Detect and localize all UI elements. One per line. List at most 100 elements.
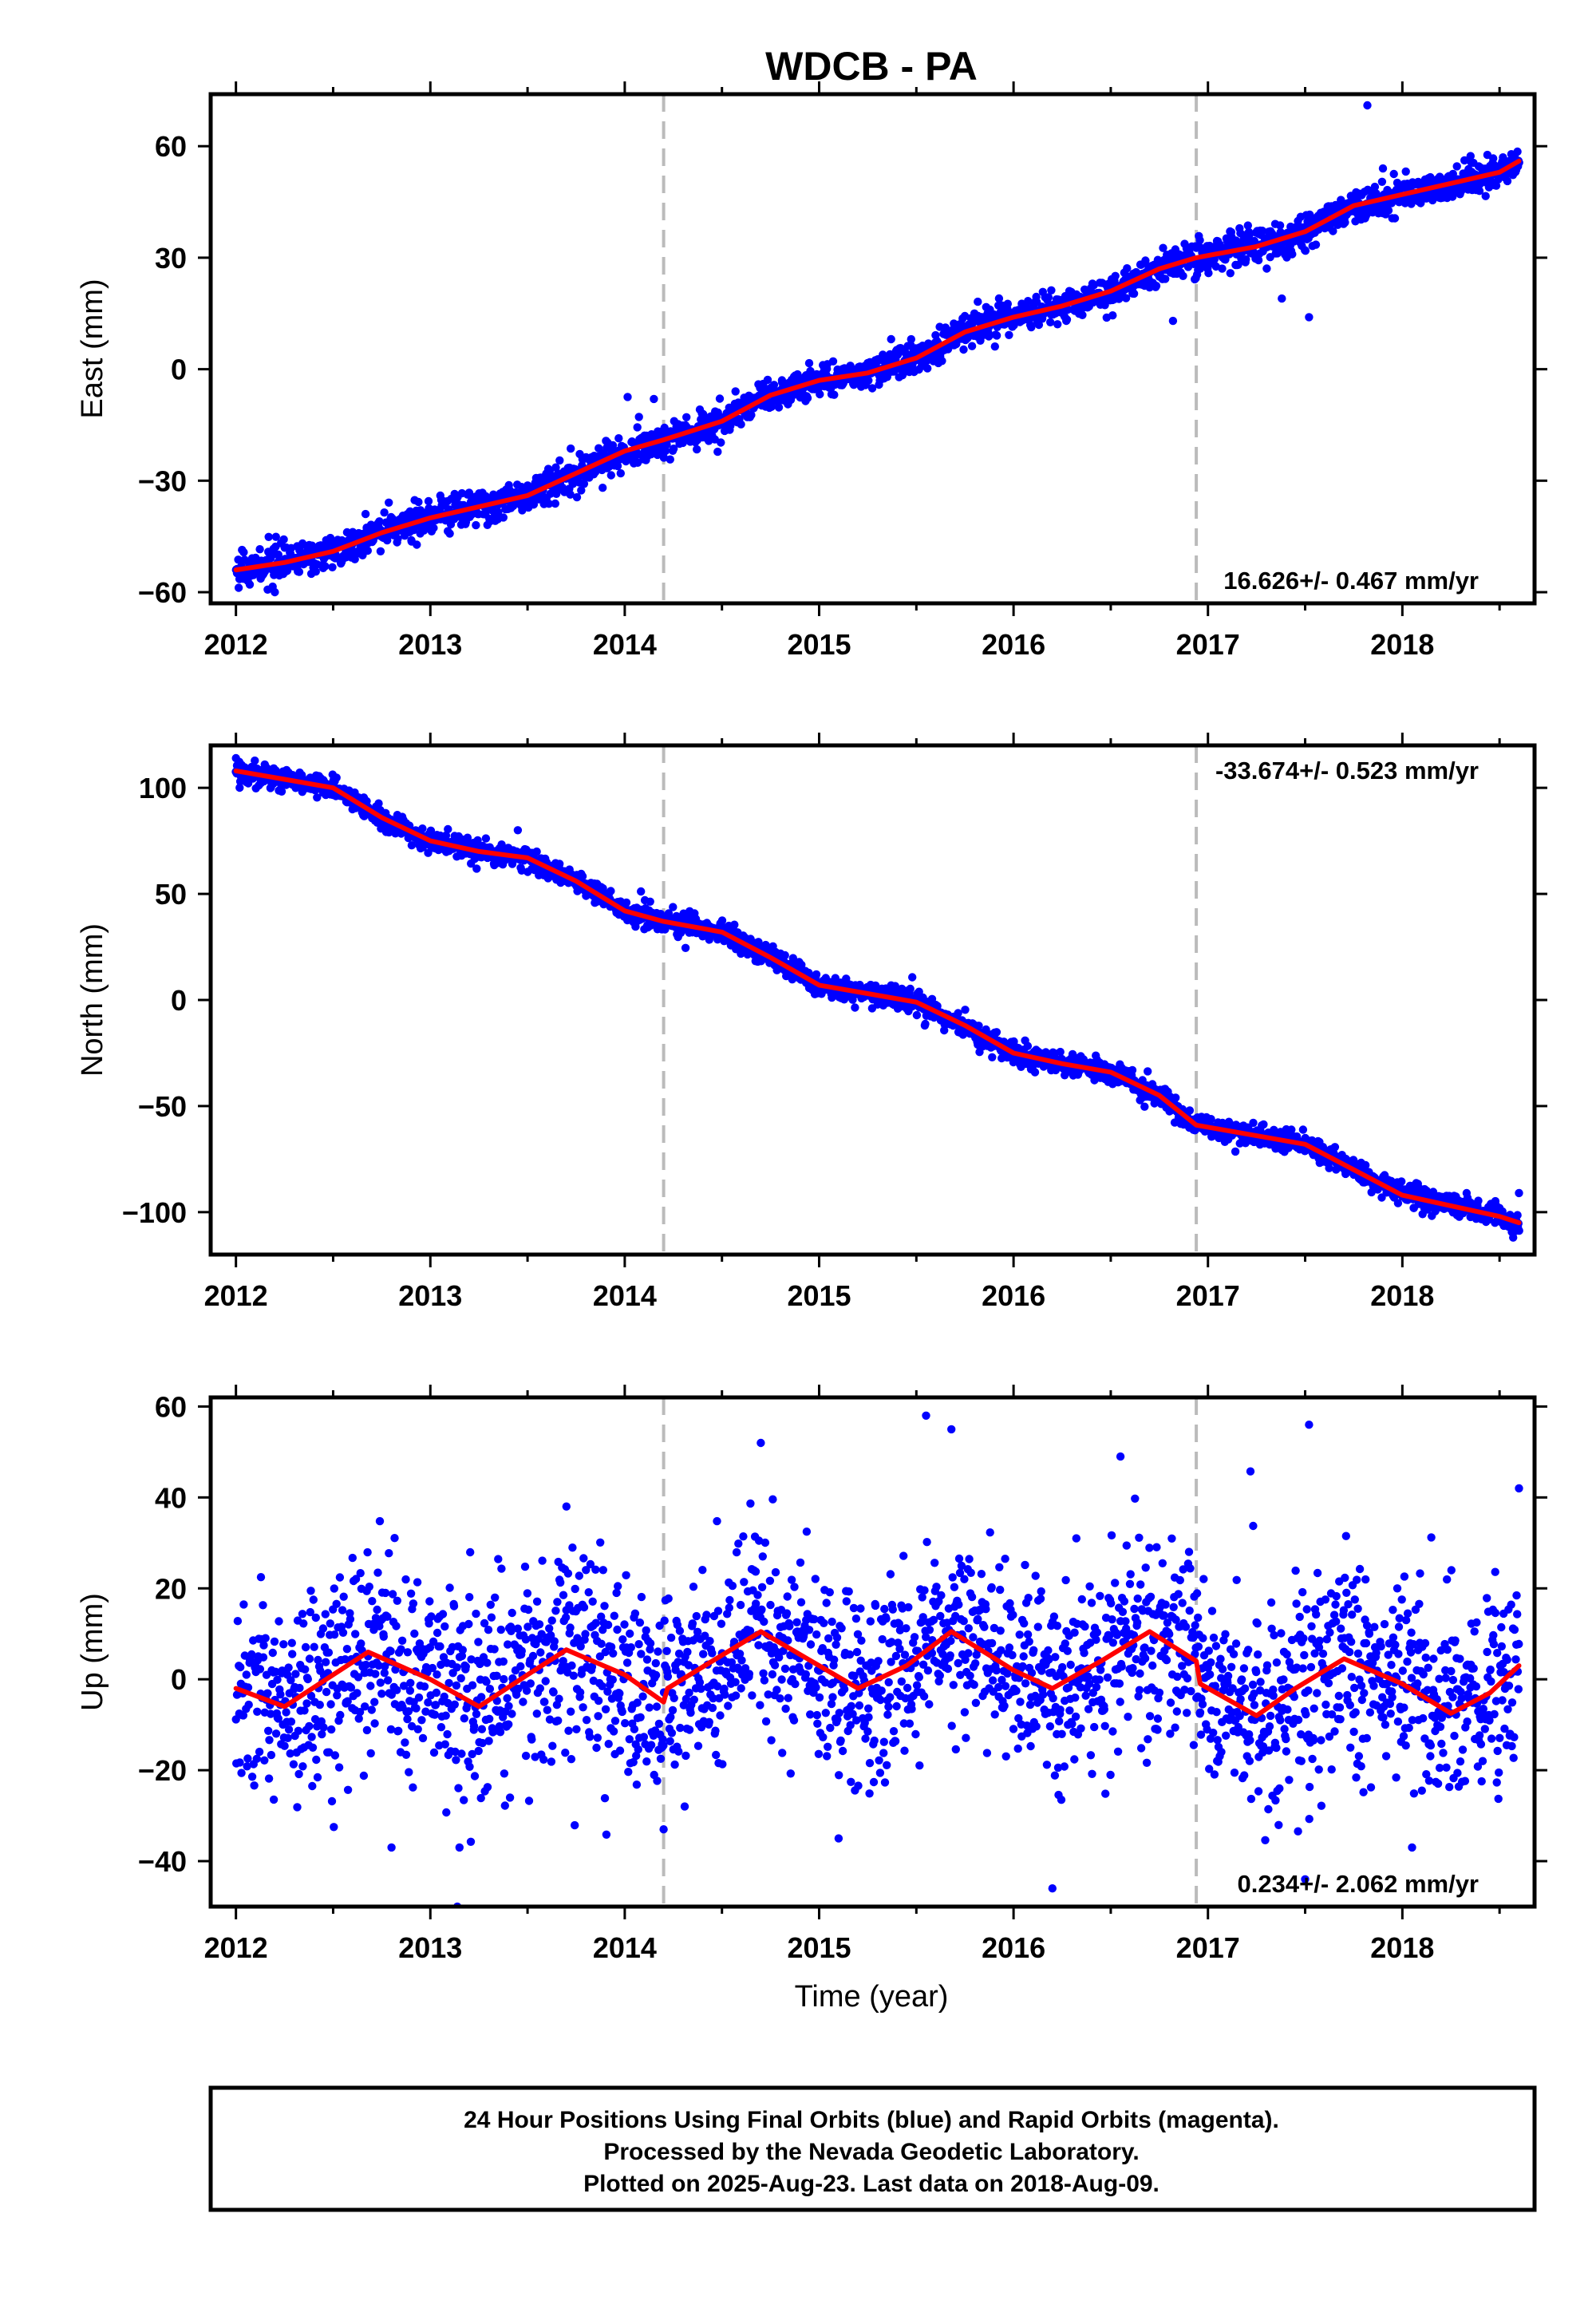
east-data-point <box>1129 289 1139 298</box>
up-data-point <box>318 1624 328 1633</box>
north-outlier-point <box>1509 1233 1518 1242</box>
up-data-point <box>239 1600 248 1609</box>
north-data-point <box>1023 1041 1033 1050</box>
east-data-point <box>804 358 814 368</box>
east-data-point <box>747 410 756 420</box>
east-data-point <box>1141 256 1150 265</box>
east-data-point <box>1111 271 1120 280</box>
north-data-point <box>481 834 491 843</box>
up-data-point <box>288 1650 297 1658</box>
east-data-point <box>1078 310 1087 319</box>
north-data-point <box>812 970 821 979</box>
up-data-point <box>338 1628 348 1637</box>
east-outlier-point <box>1168 316 1178 326</box>
up-data-point <box>305 1721 314 1731</box>
east-data-point <box>713 447 722 456</box>
up-data-point <box>324 1648 334 1657</box>
up-data-point <box>373 1605 381 1614</box>
up-data-point <box>313 1773 322 1782</box>
up-data-point <box>275 1617 283 1626</box>
up-data-point <box>338 1606 347 1614</box>
north-data-point <box>298 771 306 780</box>
north-data-point <box>797 960 806 970</box>
up-data-point <box>376 1678 385 1687</box>
up-data-point <box>264 1774 274 1783</box>
north-data-point <box>426 826 436 836</box>
north-data-point <box>681 943 690 953</box>
east-data-point <box>429 524 438 532</box>
east-data-point <box>375 517 384 526</box>
east-data-point <box>1210 255 1219 264</box>
up-data-point <box>301 1642 310 1652</box>
up-data-point <box>294 1726 303 1735</box>
north-data-point <box>717 916 727 925</box>
north-data-point <box>1259 1120 1268 1129</box>
up-data-point <box>264 1726 273 1735</box>
up-data-point <box>252 1754 261 1763</box>
east-data-point <box>1460 156 1469 165</box>
east-data-point <box>634 413 643 421</box>
east-data-point <box>1053 320 1062 329</box>
up-data-point <box>293 1803 302 1812</box>
east-data-point <box>1311 240 1321 249</box>
north-data-point <box>1249 1118 1258 1128</box>
east-x-tick-label: 2015 <box>787 628 851 661</box>
north-data-point <box>578 871 587 881</box>
east-x-tick-label: 2014 <box>593 628 657 661</box>
north-data-point <box>1056 1047 1065 1057</box>
up-data-point <box>274 1714 282 1723</box>
east-data-point <box>616 468 625 478</box>
east-data-point <box>271 532 280 541</box>
east-data-point <box>551 499 559 508</box>
east-data-point <box>414 497 423 507</box>
north-data-point <box>915 987 923 996</box>
up-data-point <box>335 1573 345 1582</box>
east-data-point <box>1242 255 1250 264</box>
up-data-point <box>346 1609 354 1618</box>
north-data-point <box>958 1030 968 1039</box>
north-outlier-point <box>1515 1188 1523 1198</box>
east-data-point <box>1370 182 1380 192</box>
north-data-point <box>656 910 666 919</box>
east-data-point <box>545 467 554 476</box>
east-data-point <box>717 438 725 447</box>
up-data-point <box>263 1689 272 1697</box>
east-data-point <box>1452 162 1461 171</box>
north-data-point <box>622 898 631 907</box>
north-data-point <box>646 897 654 907</box>
up-data-point <box>310 1642 318 1651</box>
east-data-point <box>992 331 1001 340</box>
up-data-point <box>367 1705 376 1714</box>
up-data-point <box>301 1665 310 1674</box>
east-data-point <box>614 434 623 443</box>
up-data-point <box>374 1661 383 1670</box>
up-data-point <box>312 1755 321 1765</box>
east-data-point <box>1401 167 1410 176</box>
up-data-point <box>302 1699 311 1708</box>
east-y-tick-label: −30 <box>138 464 187 497</box>
up-data-point <box>351 1630 360 1638</box>
up-data-point <box>243 1683 253 1692</box>
east-data-point <box>1288 250 1297 259</box>
up-data-point <box>330 1630 339 1639</box>
north-data-point <box>1515 1226 1523 1235</box>
north-data-point <box>444 824 452 834</box>
north-data-point <box>988 1053 997 1062</box>
north-data-point <box>374 799 383 808</box>
up-data-point <box>247 1650 256 1659</box>
up-data-point <box>332 1599 341 1609</box>
east-data-point <box>1475 187 1484 196</box>
up-data-point <box>361 1660 370 1670</box>
north-data-point <box>277 787 286 796</box>
east-data-point <box>613 461 622 471</box>
up-data-point <box>298 1610 307 1618</box>
up-data-point <box>377 1690 386 1698</box>
north-panel: 2012 2013 2014 2015 2016 2017 2018−100−5005010… <box>76 733 1547 1312</box>
east-data-point <box>959 345 968 354</box>
north-y-tick-label: 0 <box>171 984 187 1017</box>
up-data-point <box>291 1670 300 1678</box>
east-data-point <box>867 384 877 393</box>
east-data-point <box>555 456 564 465</box>
east-data-point <box>1243 221 1253 230</box>
up-data-point <box>326 1619 334 1628</box>
